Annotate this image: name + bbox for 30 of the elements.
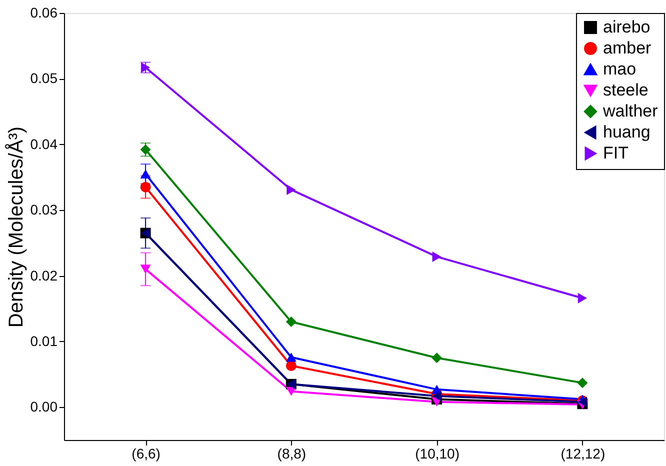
x-tick-label: (10,10)	[415, 446, 460, 462]
point	[286, 352, 296, 362]
y-tick-label: 0.06	[30, 4, 58, 20]
y-tick-label: 0.01	[30, 332, 58, 349]
x-tick-label: (8,8)	[277, 446, 306, 462]
point	[286, 360, 296, 371]
y-tick-label: 0.02	[30, 267, 58, 284]
point	[286, 184, 296, 195]
y-tick-label: 0.03	[30, 202, 58, 218]
legend-label: amber	[603, 38, 652, 58]
y-axis-title: Density (Molecules/Å³)	[4, 126, 28, 328]
point	[140, 169, 151, 178]
point	[432, 352, 442, 364]
x-tick-label: (12,12)	[560, 446, 606, 462]
point	[577, 378, 588, 388]
point	[432, 251, 442, 262]
point	[140, 264, 151, 274]
point	[140, 182, 151, 192]
legend-label: steele	[603, 80, 648, 100]
legend-label: mao	[603, 60, 636, 78]
y-tick-label: 0.05	[30, 70, 58, 86]
point	[578, 292, 587, 304]
x-tick-label: (6,6)	[132, 446, 160, 462]
point	[286, 316, 296, 327]
legend-label: FIT	[603, 144, 628, 162]
legend-label: huang	[603, 122, 650, 142]
legend-label: walther	[602, 102, 658, 120]
y-tick-label: 0.00	[30, 398, 58, 415]
y-tick-label: 0.04	[30, 136, 58, 152]
legend-label: airebo	[603, 18, 650, 36]
